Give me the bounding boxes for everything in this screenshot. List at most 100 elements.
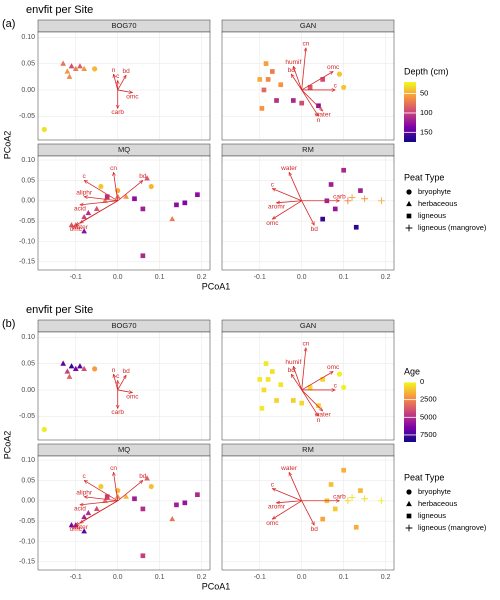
arrow-label: water [280, 165, 298, 172]
facet-label: BOG70 [111, 321, 136, 330]
point [123, 193, 129, 199]
panel-border [37, 31, 211, 141]
x-tick-label: 0.0 [113, 574, 123, 581]
y-tick-label: -0.15 [19, 559, 35, 566]
arrow-label: n [317, 417, 321, 424]
point [406, 500, 412, 507]
arrow [301, 200, 315, 225]
point [182, 200, 188, 206]
point [328, 482, 334, 487]
x-tick-label: -0.1 [254, 574, 266, 581]
arrow-label: n [317, 117, 321, 124]
point [265, 77, 271, 82]
y-tick-label: -0.10 [19, 538, 35, 545]
arrow [114, 172, 119, 201]
panel-background [38, 32, 210, 140]
x-tick-label: -0.1 [70, 574, 82, 581]
arrow-label: omc [266, 220, 279, 227]
point [114, 193, 121, 199]
point [320, 377, 326, 382]
arrow [301, 389, 319, 416]
point [270, 369, 275, 374]
point [332, 506, 338, 512]
point [361, 495, 369, 503]
arrow-label: water [314, 112, 332, 119]
y-tick-label: -0.10 [19, 238, 35, 245]
y-axis-label: PCoA2 [2, 131, 12, 160]
arrow-label: humif [285, 59, 301, 66]
panel-border [221, 155, 395, 271]
point [274, 98, 279, 103]
point [405, 524, 413, 532]
arrow-label: bd [139, 173, 147, 180]
point [98, 483, 104, 490]
point [316, 403, 321, 409]
point [102, 497, 108, 503]
arrow [117, 180, 143, 202]
point [104, 194, 110, 200]
colorbar-label: 150 [420, 127, 433, 136]
point [328, 182, 334, 187]
legend-label: bryophyte [418, 187, 451, 196]
point [77, 363, 83, 369]
arrow-label: water [314, 412, 332, 419]
colorbar-label: 50 [420, 89, 428, 98]
point [81, 65, 88, 71]
arrow [301, 89, 319, 116]
colorbar-label: 0 [420, 377, 424, 386]
facet-label: RM [302, 145, 314, 154]
point [332, 206, 338, 212]
legend-title: Depth (cm) [404, 66, 449, 76]
x-tick-label: 0.0 [297, 574, 307, 581]
arrow-label: carb [333, 194, 346, 201]
point [348, 494, 356, 501]
arrow [114, 374, 119, 391]
point [341, 84, 347, 90]
y-tick-label: -0.15 [19, 259, 35, 266]
point [102, 197, 108, 203]
point [320, 216, 326, 222]
point [92, 66, 98, 72]
arrow [293, 366, 303, 391]
chart-title: envfit per Site [26, 304, 93, 316]
point [195, 192, 200, 198]
arrow-label: c [334, 383, 338, 390]
arrow-label: c [271, 481, 275, 488]
point [140, 253, 146, 259]
legend-label: ligneous [418, 511, 446, 520]
arrow [301, 89, 323, 111]
point [85, 509, 92, 516]
point [66, 73, 73, 79]
x-tick-label: 0.1 [155, 574, 165, 581]
facet-label: MQ [118, 445, 130, 454]
point [81, 513, 88, 520]
x-tick-label: 0.0 [113, 274, 123, 281]
chart: envfit per Site (a) 0.10 0.05 0.00 -0.05 BOG70… [2, 4, 487, 291]
arrow-label: omc [70, 226, 83, 233]
arrow [76, 500, 118, 525]
point [93, 505, 100, 512]
x-tick-label: 0.1 [155, 274, 165, 281]
point [299, 100, 305, 106]
x-tick-label: 0.2 [381, 574, 391, 581]
arrow [301, 372, 333, 391]
arrow [301, 348, 306, 390]
arrow-label: carb [111, 409, 124, 416]
y-tick-label: 0.10 [21, 334, 35, 341]
point [144, 475, 150, 481]
arrow [114, 74, 119, 91]
point [406, 513, 412, 519]
arrow-label: c [83, 173, 87, 180]
point [104, 494, 110, 500]
legend-label: ligneous [418, 211, 446, 220]
arrow-label: c [334, 83, 338, 90]
arrow-label: n [112, 367, 116, 374]
arrow [272, 200, 302, 219]
point [320, 77, 326, 82]
point [378, 497, 385, 505]
panel-border [37, 155, 211, 271]
point [169, 515, 176, 522]
facet-label: BOG70 [111, 21, 136, 30]
point [60, 360, 67, 366]
chart-title: envfit per Site [26, 4, 93, 16]
